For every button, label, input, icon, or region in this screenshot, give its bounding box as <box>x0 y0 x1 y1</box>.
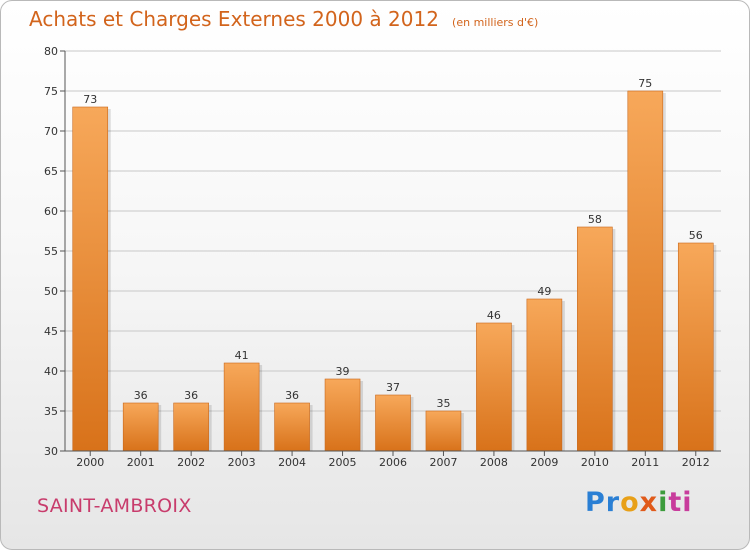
y-tick-label: 30 <box>44 445 58 458</box>
y-tick-label: 75 <box>44 85 58 98</box>
bar <box>223 362 260 452</box>
x-tick-label: 2000 <box>76 456 104 469</box>
bar <box>425 410 462 452</box>
bar <box>122 402 159 452</box>
bar-value-label: 39 <box>336 365 350 378</box>
logo-part-5: ti <box>668 487 693 518</box>
x-tick-label: 2002 <box>177 456 205 469</box>
bar-value-label: 56 <box>689 229 703 242</box>
y-tick-label: 70 <box>44 125 58 138</box>
y-tick-label: 60 <box>44 205 58 218</box>
x-tick-label: 2007 <box>429 456 457 469</box>
bar-value-label: 37 <box>386 381 400 394</box>
y-tick-label: 65 <box>44 165 58 178</box>
bar <box>577 226 613 452</box>
commune-name: SAINT-AMBROIX <box>37 495 192 517</box>
chart-title: Achats et Charges Externes 2000 à 2012 <box>29 7 439 31</box>
x-tick-label: 2012 <box>682 456 710 469</box>
x-tick-label: 2011 <box>631 456 659 469</box>
bar <box>526 298 563 452</box>
y-tick-label: 40 <box>44 365 58 378</box>
proxiti-logo[interactable]: Proxiti <box>585 487 693 518</box>
bar-value-label: 46 <box>487 309 501 322</box>
bar <box>274 402 310 452</box>
x-tick-label: 2001 <box>127 456 155 469</box>
bar-value-label: 36 <box>184 389 198 402</box>
bar <box>677 242 714 452</box>
x-tick-label: 2005 <box>329 456 357 469</box>
y-tick-label: 35 <box>44 405 58 418</box>
axes: 30 35 40 45 50 55 60 65 70 75 80 2000 2001 2002 2003 20… <box>44 45 721 469</box>
bar-value-label: 36 <box>134 389 148 402</box>
bar <box>375 394 411 452</box>
bar <box>476 322 512 452</box>
bar-value-label: 73 <box>83 93 97 106</box>
chart-subtitle: (en milliers d'€) <box>452 16 539 29</box>
x-tick-label: 2009 <box>530 456 558 469</box>
bar-value-label: 36 <box>285 389 299 402</box>
bar <box>324 378 361 452</box>
logo-part-2: o <box>620 487 640 518</box>
logo-part-1: Pr <box>585 487 621 518</box>
bar <box>72 106 109 452</box>
x-tick-label: 2010 <box>581 456 609 469</box>
bars: 73 36 36 41 36 39 37 35 46 49 58 75 56 <box>72 77 717 452</box>
bar-value-label: 41 <box>235 349 249 362</box>
logo-part-4: i <box>658 487 669 518</box>
title-row: Achats et Charges Externes 2000 à 2012 (… <box>29 7 538 31</box>
bar-value-label: 49 <box>537 285 551 298</box>
x-tick-label: 2008 <box>480 456 508 469</box>
bar-value-label: 58 <box>588 213 602 226</box>
bar <box>173 402 209 452</box>
x-tick-label: 2004 <box>278 456 306 469</box>
bar-value-label: 35 <box>436 397 450 410</box>
y-tick-label: 45 <box>44 325 58 338</box>
bar-value-label: 75 <box>638 77 652 90</box>
x-tick-label: 2003 <box>228 456 256 469</box>
logo-part-3: x <box>639 487 659 518</box>
y-tick-label: 50 <box>44 285 58 298</box>
bar <box>627 90 664 452</box>
y-tick-label: 80 <box>44 45 58 58</box>
y-tick-label: 55 <box>44 245 58 258</box>
x-tick-label: 2006 <box>379 456 407 469</box>
